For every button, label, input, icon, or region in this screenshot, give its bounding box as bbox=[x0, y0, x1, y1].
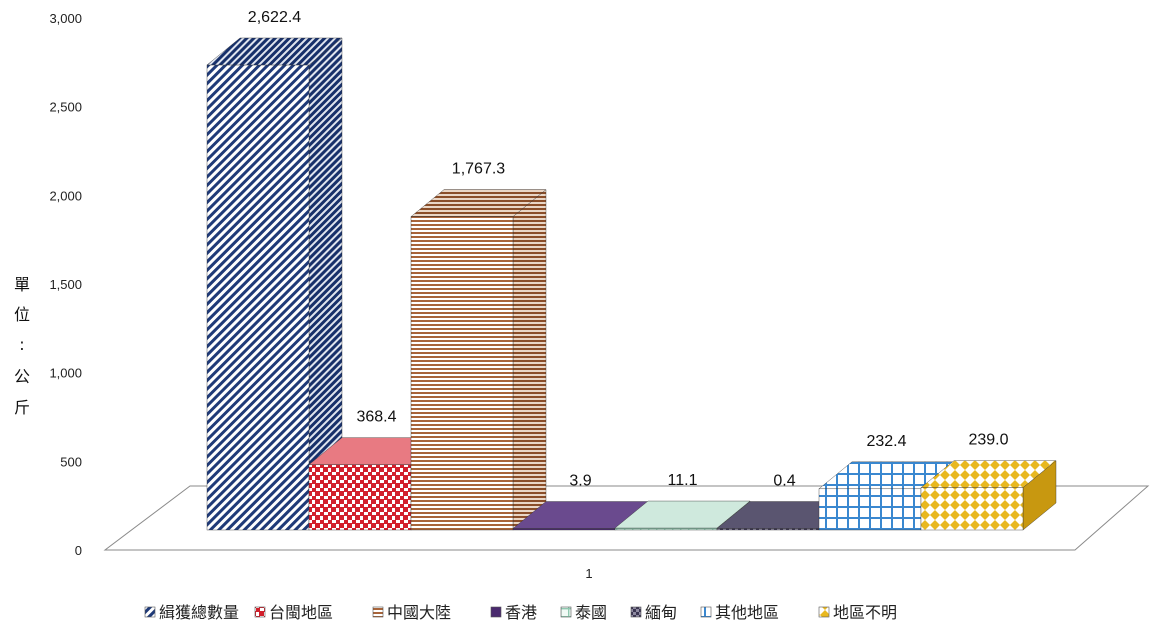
y-tick-label: 2,000 bbox=[49, 188, 82, 203]
data-label: 368.4 bbox=[356, 409, 396, 426]
y-tick-label: 500 bbox=[60, 454, 82, 469]
bar-front bbox=[512, 528, 616, 531]
legend-swatch bbox=[490, 606, 502, 618]
legend-label: 緬甸 bbox=[645, 603, 677, 622]
y-axis-label-char: : bbox=[19, 335, 24, 354]
y-axis-label-char: 斤 bbox=[14, 398, 30, 417]
data-label: 239.0 bbox=[968, 432, 1008, 449]
bar-top bbox=[410, 189, 547, 217]
legend-label: 泰國 bbox=[575, 603, 607, 622]
bar-front bbox=[614, 527, 718, 531]
y-tick-label: 0 bbox=[75, 543, 82, 558]
bar-front bbox=[920, 487, 1024, 531]
y-tick-label: 2,500 bbox=[49, 100, 82, 115]
bar-1 bbox=[206, 37, 343, 531]
legend-swatch bbox=[372, 606, 384, 618]
data-label: 11.1 bbox=[668, 472, 698, 489]
y-tick-label: 3,000 bbox=[49, 11, 82, 26]
legend-item: 泰國 bbox=[560, 603, 607, 622]
bar-front bbox=[818, 488, 922, 531]
legend-label: 台閩地區 bbox=[269, 603, 333, 622]
bar-front bbox=[410, 216, 514, 531]
y-axis-label-char: 公 bbox=[14, 367, 30, 386]
data-label: 1,767.3 bbox=[452, 161, 505, 178]
y-axis-label-char: 單 bbox=[14, 275, 30, 294]
y-axis-label: 單 位 : 公 斤 bbox=[14, 275, 30, 417]
data-label: 232.4 bbox=[866, 433, 906, 450]
legend-item: 緬甸 bbox=[630, 603, 677, 622]
bar-top bbox=[614, 500, 751, 529]
data-label: 0.4 bbox=[773, 473, 795, 490]
bars bbox=[206, 37, 1057, 531]
bar-top bbox=[206, 37, 343, 66]
bar-8 bbox=[920, 460, 1057, 531]
legend-label: 中國大陸 bbox=[387, 603, 451, 622]
bar-front bbox=[716, 528, 820, 531]
legend: 緝獲總數量 台閩地區 中國大陸 香港 泰國 緬甸 其他地區 地區不明 bbox=[144, 603, 897, 622]
data-label: 3.9 bbox=[569, 473, 591, 490]
legend-label: 緝獲總數量 bbox=[159, 603, 239, 622]
y-tick-label: 1,000 bbox=[49, 366, 82, 381]
y-axis-label-char: 位 bbox=[14, 305, 30, 324]
legend-swatch bbox=[630, 606, 642, 618]
legend-item: 地區不明 bbox=[818, 603, 897, 622]
data-labels: 2,622.4 368.4 1,767.3 3.9 11.1 0.4 232.4 239.0 bbox=[248, 9, 1009, 490]
bar-front bbox=[206, 64, 310, 531]
y-tick-label: 1,500 bbox=[49, 277, 82, 292]
legend-label: 其他地區 bbox=[715, 603, 779, 622]
x-tick-label: 1 bbox=[585, 566, 592, 581]
legend-swatch bbox=[144, 606, 156, 618]
legend-swatch bbox=[560, 606, 572, 618]
legend-item: 緝獲總數量 bbox=[144, 603, 239, 622]
legend-item: 香港 bbox=[490, 603, 537, 622]
bar-3 bbox=[410, 189, 547, 531]
legend-item: 台閩地區 bbox=[254, 603, 333, 622]
legend-swatch bbox=[818, 606, 830, 618]
legend-label: 香港 bbox=[505, 603, 537, 622]
legend-label: 地區不明 bbox=[833, 603, 897, 622]
legend-item: 中國大陸 bbox=[372, 603, 451, 622]
bar-top bbox=[920, 460, 1057, 488]
legend-swatch bbox=[700, 606, 712, 618]
bar-side bbox=[512, 189, 547, 531]
data-label: 2,622.4 bbox=[248, 9, 301, 26]
y-axis-ticks: 0 500 1,000 1,500 2,000 2,500 3,000 bbox=[49, 11, 82, 558]
legend-swatch bbox=[254, 606, 266, 618]
bar-front bbox=[308, 464, 412, 531]
legend-item: 其他地區 bbox=[700, 603, 779, 622]
